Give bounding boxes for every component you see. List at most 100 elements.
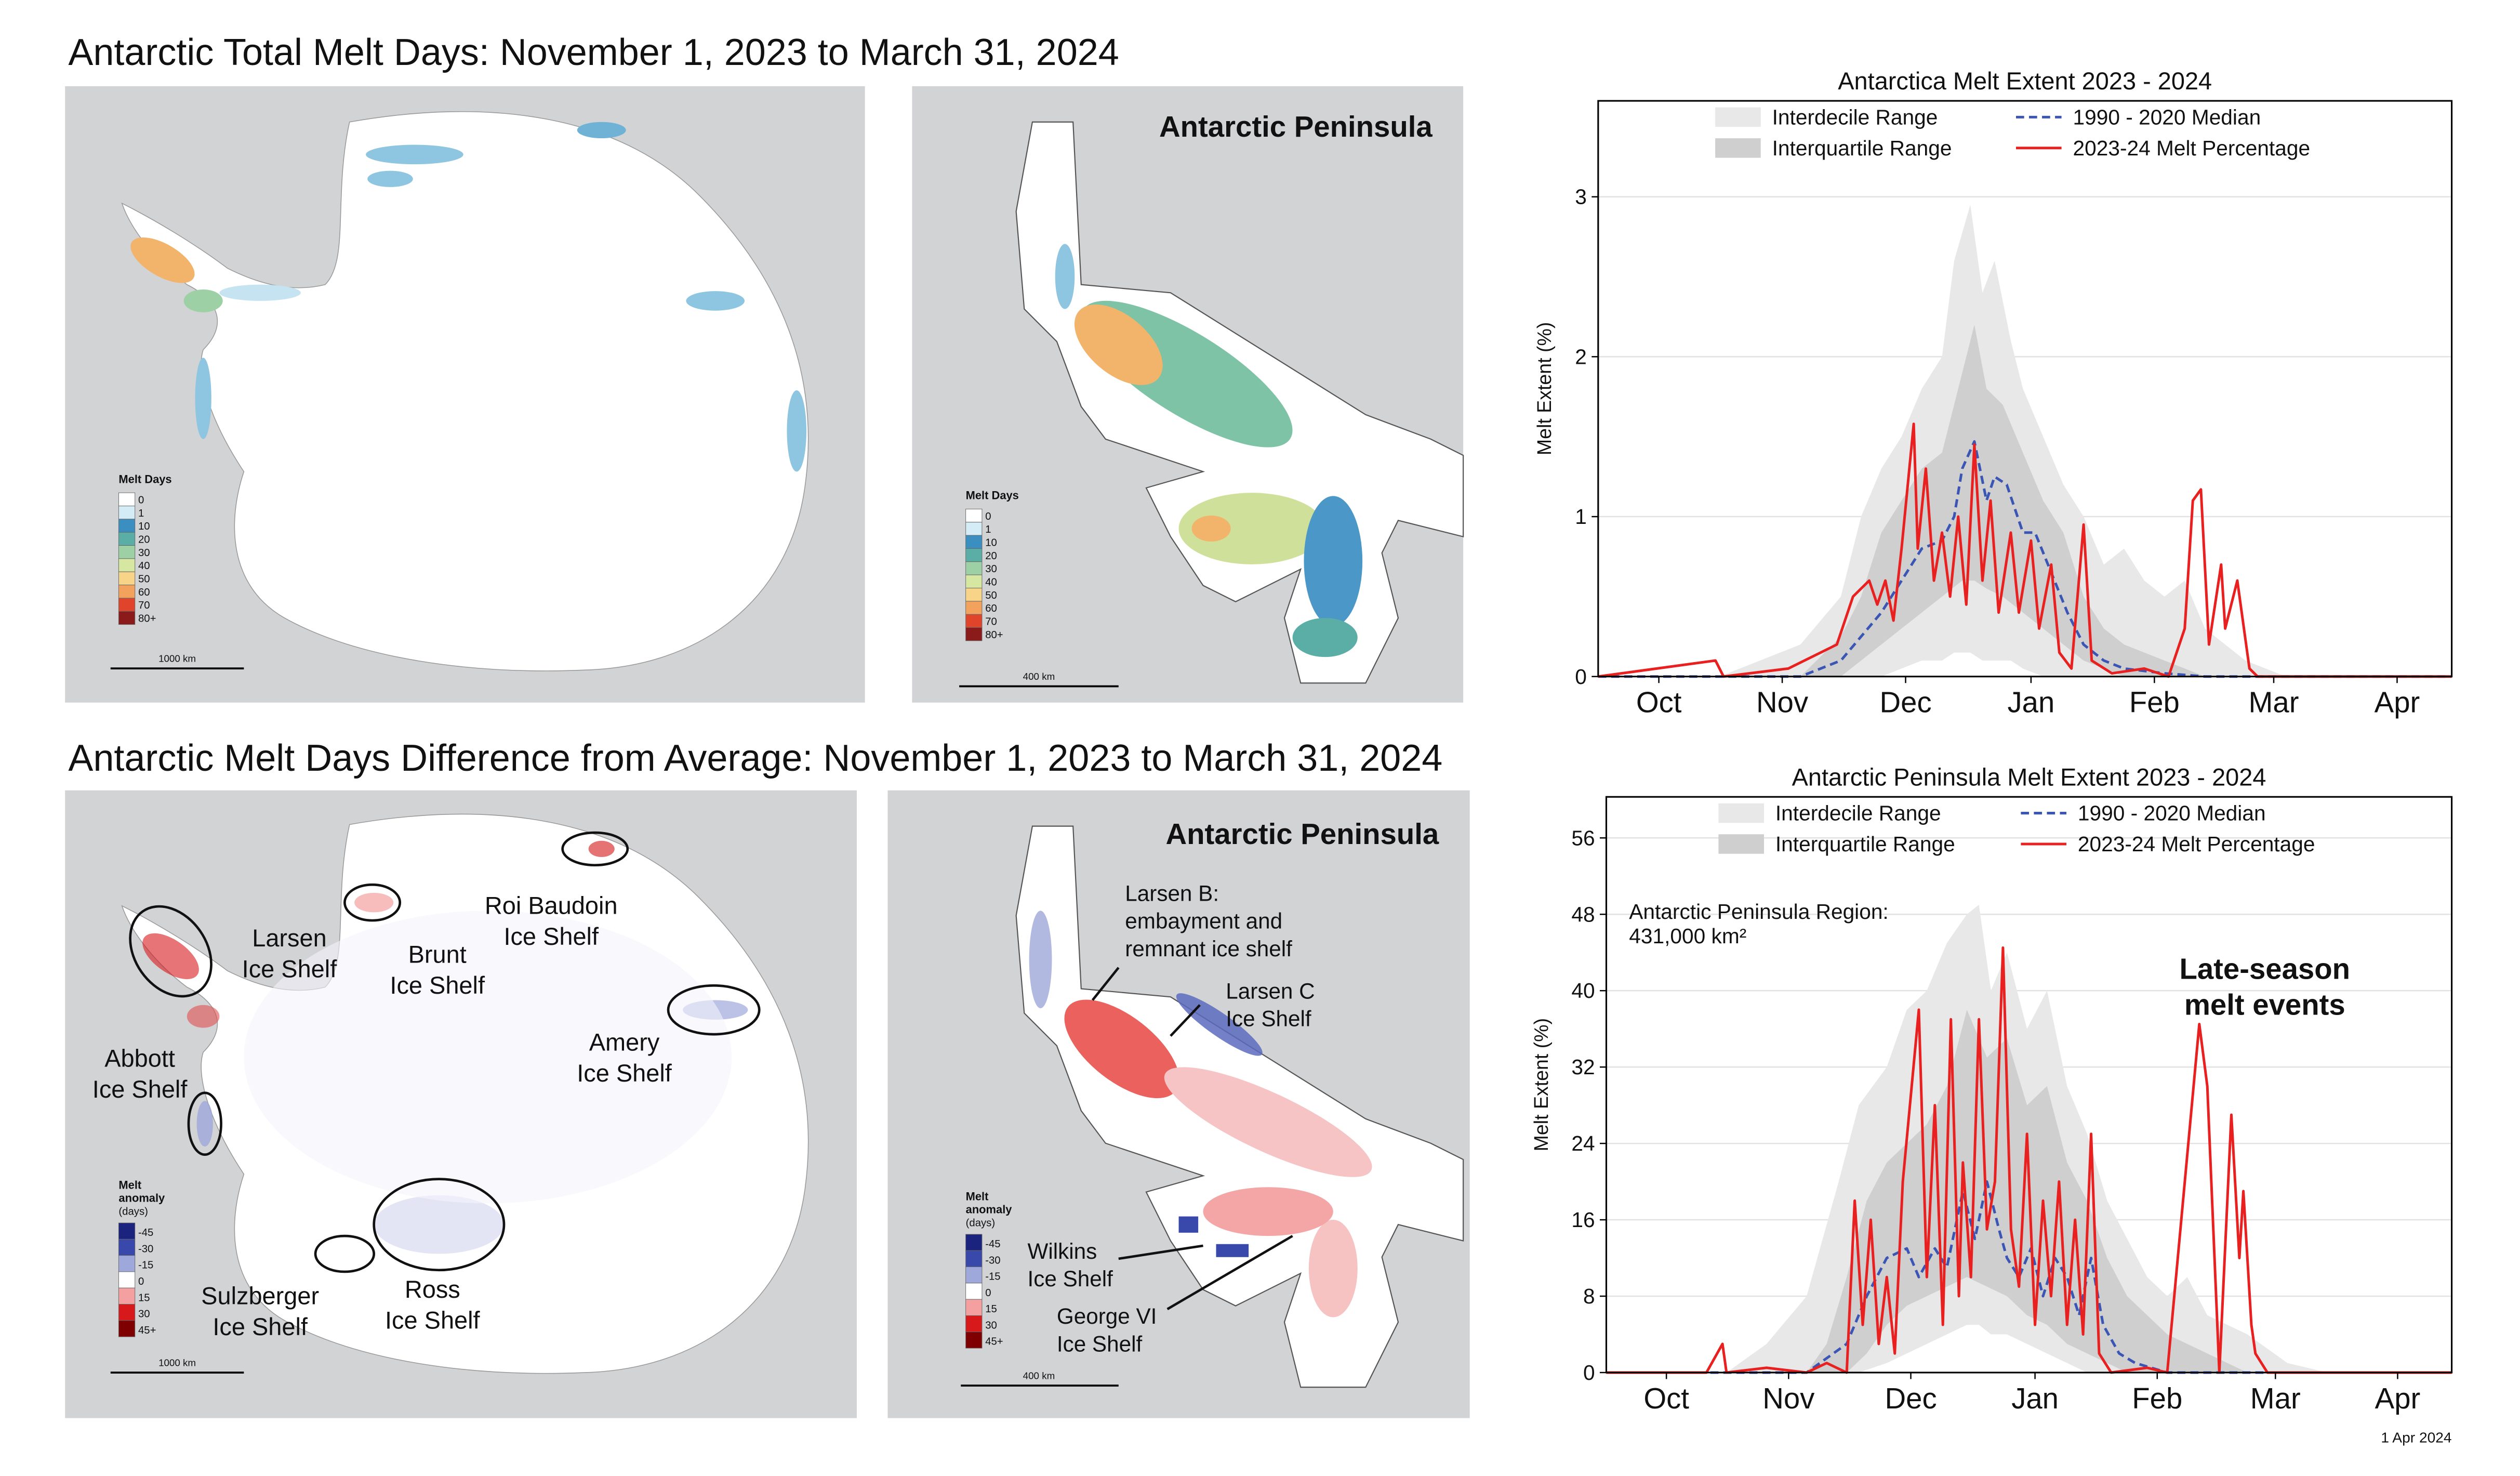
legend-swatch <box>118 1271 136 1288</box>
peninsula-label: remnant ice shelf <box>1125 937 1292 961</box>
x-tick-label: Nov <box>1756 686 1808 719</box>
legend-label: 0 <box>985 511 991 522</box>
date-note: 1 Apr 2024 <box>2381 1429 2451 1445</box>
legend-label: 1990 - 2020 Median <box>2078 801 2266 825</box>
legend-swatch <box>965 1234 983 1251</box>
legend-label: 40 <box>138 560 150 572</box>
legend-label: Interquartile Range <box>1775 832 1955 856</box>
legend-label: 10 <box>138 521 150 532</box>
x-tick-label: Feb <box>2132 1382 2182 1415</box>
legend-label: -15 <box>985 1271 1000 1283</box>
y-tick-label: 2 <box>1575 345 1587 368</box>
legend-label: 20 <box>138 534 150 546</box>
shelf-circle <box>561 831 629 867</box>
anomaly-patch <box>354 892 394 913</box>
legend-swatch <box>965 561 983 575</box>
melt-patch <box>1292 618 1358 657</box>
legend-label: 15 <box>985 1303 997 1315</box>
legend-label: 50 <box>138 574 150 585</box>
legend-unit: (days) <box>118 1206 148 1217</box>
legend-swatch <box>965 1250 983 1268</box>
peninsula-label: Larsen C <box>1226 979 1315 1003</box>
legend-label: 50 <box>985 590 997 601</box>
chart: Antarctic Peninsula Melt Extent 2023 - 2… <box>1530 763 2453 1445</box>
legend-swatch <box>965 588 983 602</box>
x-tick-label: Mar <box>2250 1382 2301 1415</box>
range-band <box>1598 324 2452 677</box>
legend-label: 1990 - 2020 Median <box>2073 105 2261 129</box>
ice-shelf-label: Ice Shelf <box>213 1313 308 1340</box>
legend-swatch <box>965 535 983 549</box>
map-label: Antarctic Peninsula <box>1159 110 1433 143</box>
ice-shelf-label: Ice Shelf <box>385 1307 481 1334</box>
map-peninsula-anomaly: Antarctic Peninsula 400 km <box>887 790 1470 1418</box>
legend-label: 30 <box>985 1320 997 1331</box>
legend-swatch <box>118 1320 136 1337</box>
anomaly-patch <box>1164 1067 1372 1177</box>
x-tick-label: Apr <box>2375 1382 2421 1415</box>
x-tick-label: Feb <box>2129 686 2180 719</box>
shelf-circle <box>373 1178 506 1272</box>
anomaly-patch <box>142 933 199 980</box>
legend-swatch <box>965 548 983 562</box>
legend-unit: (days) <box>966 1217 995 1229</box>
anomaly-patch <box>187 1005 220 1028</box>
legend-label: Interdecile Range <box>1775 801 1941 825</box>
melt-patch <box>195 358 211 439</box>
legend-label: 60 <box>138 587 150 598</box>
peninsula-label: George VI <box>1057 1304 1157 1328</box>
legend-title: Melt <box>118 1178 141 1191</box>
annotation: Antarctic Peninsula Region: <box>1629 900 1888 924</box>
melt-patch <box>219 284 301 301</box>
peninsula-label: embayment and <box>1125 909 1282 933</box>
legend-swatch <box>118 611 136 625</box>
legend-swatch <box>118 506 136 520</box>
map-total-melt: 1000 km <box>65 86 865 703</box>
legend-label: 0 <box>138 1276 144 1287</box>
scale-label: 400 km <box>1023 671 1055 682</box>
anomaly-patch <box>1308 1219 1358 1317</box>
legend-label: 1 <box>138 508 144 519</box>
legend-label: 60 <box>985 603 997 614</box>
legend-swatch <box>965 1315 983 1333</box>
map-peninsula-melt: Antarctic Peninsula 400 km <box>912 86 1464 703</box>
legend-label: 15 <box>138 1292 150 1303</box>
x-tick-label: Nov <box>1762 1382 1814 1415</box>
median-line <box>1606 1180 2452 1374</box>
y-tick-label: 0 <box>1583 1361 1595 1385</box>
figure-title: Antarctic Melt Days Difference from Aver… <box>68 737 1442 779</box>
legend-label: 70 <box>138 600 150 611</box>
range-band <box>1598 205 2452 677</box>
legend-swatch <box>118 558 136 572</box>
y-tick-label: 56 <box>1571 826 1595 850</box>
chart-title: Antarctica Melt Extent 2023 - 2024 <box>1838 68 2212 95</box>
peninsula-label: Wilkins <box>1028 1239 1097 1263</box>
legend-label: 10 <box>985 537 997 548</box>
legend-swatch <box>1718 834 1764 854</box>
ice-shelf-label: Ice Shelf <box>92 1076 188 1103</box>
ice-shelf-label: Abbott <box>104 1045 175 1072</box>
legend-swatch <box>965 574 983 588</box>
scale-label: 1000 km <box>158 653 196 664</box>
leader-line <box>1118 1244 1203 1260</box>
melt-patch <box>367 170 413 187</box>
shelf-circle <box>187 1091 222 1156</box>
x-tick-label: Jan <box>2007 686 2054 719</box>
legend-label: -30 <box>985 1255 1000 1266</box>
leader-line <box>1166 1235 1293 1310</box>
ice-shelf-label: Ice Shelf <box>503 923 599 950</box>
legend-swatch <box>965 614 983 628</box>
ice-shelf-label: Ice Shelf <box>242 956 338 983</box>
ice-shelf-label: Sulzberger <box>201 1283 319 1310</box>
shelf-circle <box>343 883 402 922</box>
anomaly-patch <box>1216 1244 1249 1257</box>
legend-label: Interdecile Range <box>1772 105 1938 129</box>
scale-label: 1000 km <box>158 1357 196 1368</box>
y-tick-label: 48 <box>1571 902 1595 926</box>
melt-patch <box>1191 515 1231 542</box>
legend-label: 70 <box>985 616 997 628</box>
legend-label: 30 <box>138 547 150 559</box>
leader-line <box>1091 967 1120 1001</box>
legend-label: 45+ <box>138 1325 156 1336</box>
